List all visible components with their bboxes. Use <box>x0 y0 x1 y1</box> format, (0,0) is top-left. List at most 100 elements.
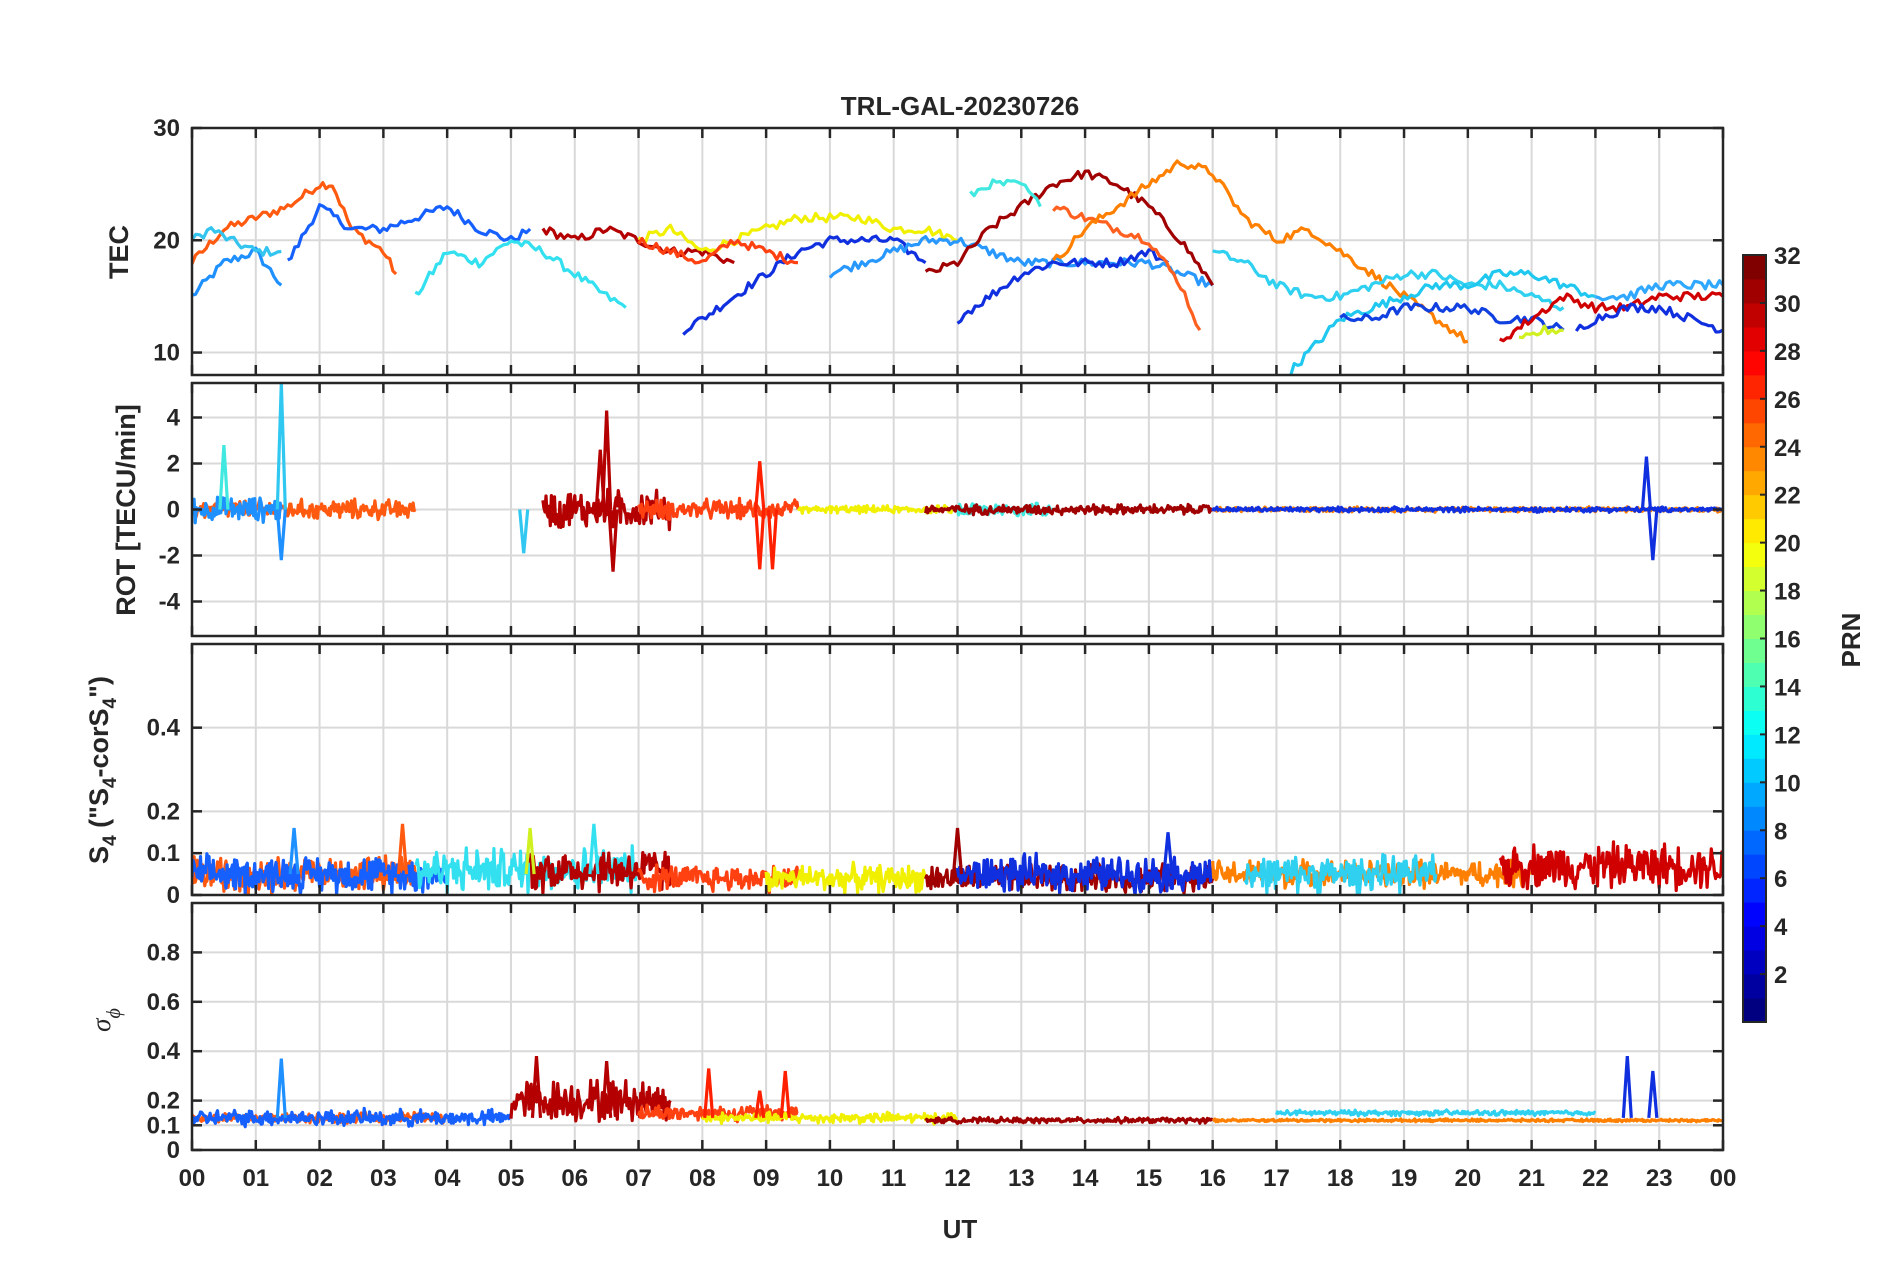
colorbar-segment <box>1743 278 1766 304</box>
series-line-prn-27 <box>637 236 799 265</box>
colorbar-segment <box>1743 734 1766 759</box>
series-line-prn-4 <box>682 234 927 336</box>
series-line-prn-12 <box>1243 852 1438 895</box>
colorbar-tick-label: 4 <box>1774 914 1788 941</box>
colorbar-segment <box>1743 470 1766 496</box>
spike-mark <box>779 1070 791 1119</box>
series-line-prn-10 <box>1594 279 1723 302</box>
series-line-prn-11 <box>1288 268 1596 375</box>
series-line-prn-3 <box>1211 505 1723 514</box>
series-line-prn-7 <box>192 1106 513 1129</box>
x-tick-label: 21 <box>1518 1165 1545 1192</box>
colorbar-segment <box>1743 998 1766 1023</box>
colorbar-segment <box>1743 518 1766 544</box>
colorbar-tick-label: 20 <box>1774 531 1801 558</box>
y-axis-label: ROT [TECU/min] <box>111 404 141 615</box>
colorbar-segment <box>1743 566 1766 592</box>
x-tick-label: 12 <box>944 1165 971 1192</box>
x-tick-label: 02 <box>306 1165 333 1192</box>
x-tick-label: 15 <box>1136 1165 1163 1192</box>
colorbar-tick-label: 8 <box>1774 818 1787 845</box>
colorbar-segment <box>1743 614 1766 639</box>
colorbar-segment <box>1743 374 1766 400</box>
x-tick-label: 05 <box>498 1165 525 1192</box>
x-tick-label: 01 <box>242 1165 269 1192</box>
colorbar-tick-label: 12 <box>1774 722 1801 749</box>
spike-mark <box>754 461 766 510</box>
x-tick-label: 10 <box>817 1165 844 1192</box>
colorbar-tick-label: 14 <box>1774 674 1801 701</box>
spike-mark <box>288 827 300 875</box>
y-tick-label: 20 <box>153 227 180 254</box>
x-tick-label: 14 <box>1072 1165 1099 1192</box>
colorbar-tick-label: 26 <box>1774 387 1801 414</box>
y-tick-label: 0.4 <box>147 1038 181 1065</box>
colorbar-segment <box>1743 494 1766 520</box>
x-tick-label: 06 <box>561 1165 588 1192</box>
spike-mark <box>588 823 600 875</box>
y-tick-label: 0.6 <box>147 989 180 1016</box>
figure-title: TRL-GAL-20230726 <box>841 91 1079 121</box>
colorbar-segment <box>1743 255 1766 280</box>
y-tick-label: 0.8 <box>147 939 180 966</box>
spike-mark <box>218 445 230 510</box>
x-tick-label: 23 <box>1646 1165 1673 1192</box>
series-line-prn-26 <box>1052 205 1202 332</box>
plot-area <box>192 1056 1723 1129</box>
spike-mark <box>951 827 964 875</box>
x-tick-label: 09 <box>753 1165 780 1192</box>
colorbar-segment <box>1743 590 1766 616</box>
x-tick-label: 19 <box>1391 1165 1418 1192</box>
y-tick-label: 0 <box>167 1137 180 1164</box>
series-line-prn-27 <box>192 181 398 276</box>
y-axis-label: TEC <box>104 225 134 279</box>
series-line-prn-29 <box>1498 840 1723 893</box>
series-line-prn-18 <box>1518 324 1564 340</box>
y-axis-label: S4 ("S4-corS4") <box>84 676 121 864</box>
colorbar-segment <box>1743 830 1766 855</box>
colorbar-tick-label: 32 <box>1774 243 1801 270</box>
spike-mark <box>601 410 613 510</box>
panel-TEC: 10 20 30 TEC <box>104 115 1725 377</box>
series-line-prn-13 <box>414 239 627 309</box>
colorbar-tick-label: 28 <box>1774 339 1801 366</box>
series-line-prn-9 <box>828 235 1214 288</box>
series-line-prn-12 <box>192 226 282 257</box>
colorbar-segment <box>1743 350 1766 376</box>
y-tick-label: 0.2 <box>147 1088 180 1115</box>
colorbar-segment <box>1743 446 1766 472</box>
spike-mark <box>703 1068 715 1119</box>
colorbar-tick-label: 16 <box>1774 627 1801 654</box>
colorbar-segment <box>1743 422 1766 448</box>
series-line-prn-5 <box>955 851 1215 895</box>
spike-mark <box>530 1056 543 1118</box>
y-tick-label: 10 <box>153 340 180 367</box>
x-tick-label: 16 <box>1199 1165 1226 1192</box>
series-line-prn-19 <box>637 211 958 253</box>
spike-mark <box>1621 1056 1633 1118</box>
spike-mark <box>275 383 287 510</box>
y-tick-label: 30 <box>153 115 180 142</box>
y-tick-label: 0 <box>167 497 180 524</box>
y-axis-label: σϕ <box>86 1008 125 1032</box>
colorbar-tick-label: 22 <box>1774 483 1801 510</box>
x-tick-label: 04 <box>434 1165 461 1192</box>
series-line-prn-13 <box>969 178 1042 208</box>
spike-mark <box>607 509 619 572</box>
series-line-prn-24 <box>1211 1117 1723 1124</box>
y-tick-label: 4 <box>167 405 181 432</box>
series-line-prn-30 <box>528 850 672 895</box>
series-line-prn-19 <box>764 860 928 895</box>
x-tick-label: 18 <box>1327 1165 1354 1192</box>
panel-sigma_phi: 00.10.2 0.4 0.6 0.8 σϕ <box>86 901 1725 1164</box>
x-tick-label: 11 <box>881 1165 906 1192</box>
x-tick-label: 08 <box>689 1165 716 1192</box>
colorbar-segment <box>1743 398 1766 424</box>
spike-mark <box>594 449 606 510</box>
x-tick-label: 22 <box>1582 1165 1609 1192</box>
y-tick-label: 0.2 <box>147 798 180 825</box>
x-tick-label: 07 <box>625 1165 652 1192</box>
